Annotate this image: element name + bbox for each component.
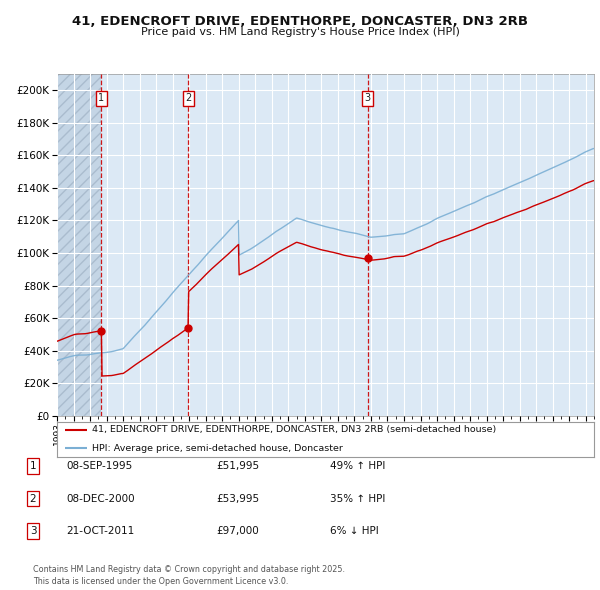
Text: £51,995: £51,995 [216, 461, 259, 471]
Text: 1: 1 [98, 93, 104, 103]
Text: 2: 2 [29, 494, 37, 503]
Text: 49% ↑ HPI: 49% ↑ HPI [330, 461, 385, 471]
Text: 3: 3 [29, 526, 37, 536]
Text: £97,000: £97,000 [216, 526, 259, 536]
Text: 1: 1 [29, 461, 37, 471]
Text: 08-SEP-1995: 08-SEP-1995 [66, 461, 132, 471]
Text: 2: 2 [185, 93, 191, 103]
Bar [57, 74, 101, 416]
Text: 41, EDENCROFT DRIVE, EDENTHORPE, DONCASTER, DN3 2RB (semi-detached house): 41, EDENCROFT DRIVE, EDENTHORPE, DONCAST… [92, 425, 496, 434]
Text: 08-DEC-2000: 08-DEC-2000 [66, 494, 134, 503]
Text: Price paid vs. HM Land Registry's House Price Index (HPI): Price paid vs. HM Land Registry's House … [140, 27, 460, 37]
Text: 35% ↑ HPI: 35% ↑ HPI [330, 494, 385, 503]
Text: Contains HM Land Registry data © Crown copyright and database right 2025.
This d: Contains HM Land Registry data © Crown c… [33, 565, 345, 586]
Text: £53,995: £53,995 [216, 494, 259, 503]
Text: 41, EDENCROFT DRIVE, EDENTHORPE, DONCASTER, DN3 2RB: 41, EDENCROFT DRIVE, EDENTHORPE, DONCAST… [72, 15, 528, 28]
Text: HPI: Average price, semi-detached house, Doncaster: HPI: Average price, semi-detached house,… [92, 444, 343, 453]
Text: 3: 3 [365, 93, 371, 103]
Text: 21-OCT-2011: 21-OCT-2011 [66, 526, 134, 536]
Text: 6% ↓ HPI: 6% ↓ HPI [330, 526, 379, 536]
